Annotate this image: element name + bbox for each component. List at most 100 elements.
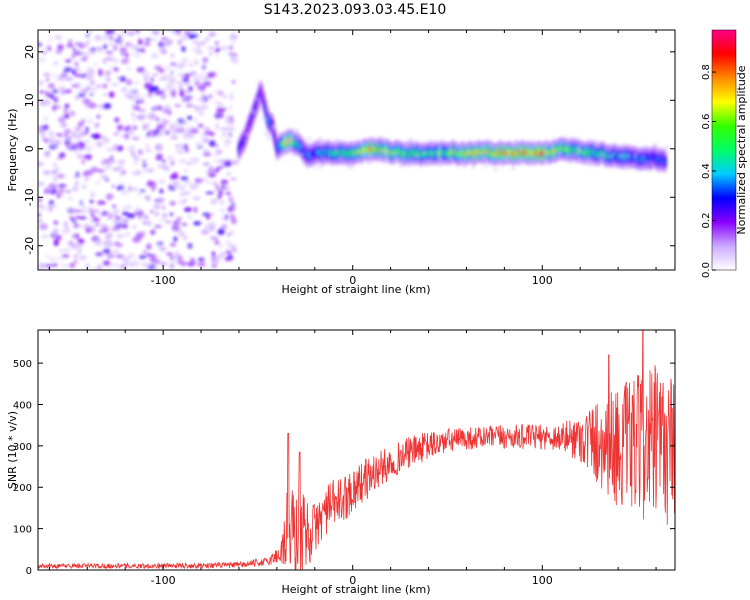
noise-blob — [53, 98, 59, 103]
noise-blob — [225, 119, 235, 126]
noise-blob — [119, 47, 128, 53]
ridge-halo — [594, 143, 599, 147]
noise-blob — [43, 124, 49, 131]
snr-ytick-label: 0 — [26, 566, 32, 577]
noise-blob — [204, 36, 210, 42]
noise-blob — [173, 236, 178, 242]
noise-blob — [82, 53, 90, 57]
noise-blob — [222, 95, 228, 99]
noise-blob — [96, 238, 102, 243]
ridge-halo — [252, 111, 257, 115]
noise-blob — [220, 224, 228, 230]
noise-blob — [96, 115, 101, 119]
noise-blob — [90, 87, 97, 92]
noise-blob — [153, 211, 160, 217]
noise-blob — [193, 206, 197, 214]
noise-blob — [202, 138, 210, 143]
ridge-halo — [317, 137, 322, 141]
snr-ytick-label: 100 — [13, 525, 32, 536]
noise-blob — [211, 251, 216, 258]
noise-blob — [76, 88, 83, 92]
noise-blob — [56, 157, 62, 161]
noise-blob — [174, 224, 180, 231]
noise-blob — [194, 118, 198, 124]
noise-blob — [178, 193, 186, 196]
noise-blob — [65, 59, 72, 63]
noise-blob — [176, 31, 181, 36]
noise-blob — [175, 125, 183, 131]
noise-blob — [116, 75, 120, 79]
noise-blob — [122, 204, 126, 211]
noise-blob — [53, 228, 59, 232]
noise-blob — [216, 103, 225, 107]
noise-blob — [57, 44, 64, 50]
noise-blob — [177, 118, 185, 125]
noise-blob — [115, 254, 124, 259]
noise-blob — [214, 73, 218, 78]
noise-blob — [161, 159, 166, 163]
noise-blob — [175, 150, 184, 154]
noise-blob — [55, 49, 63, 55]
ridge-halo — [406, 141, 411, 144]
ridge-halo — [599, 157, 604, 161]
noise-blob — [64, 225, 69, 229]
noise-blob — [215, 54, 220, 58]
noise-blob — [138, 255, 147, 260]
ridge-halo — [360, 152, 365, 156]
ridge-halo — [294, 128, 299, 132]
noise-blob — [169, 90, 174, 94]
noise-blob — [141, 71, 150, 78]
noise-blob — [214, 240, 220, 245]
noise-blob — [126, 213, 136, 219]
noise-blob — [119, 264, 128, 269]
noise-blob — [63, 108, 68, 112]
noise-blob — [146, 113, 151, 119]
noise-blob — [184, 146, 190, 154]
noise-blob — [157, 32, 164, 35]
spectrogram-ytick-label: 20 — [23, 45, 36, 59]
noise-blob — [74, 181, 79, 186]
noise-blob — [114, 242, 124, 248]
noise-blob — [170, 135, 179, 140]
noise-blob — [178, 158, 187, 164]
noise-blob — [130, 126, 134, 132]
noise-blob — [154, 65, 163, 71]
noise-blob — [75, 145, 83, 149]
ridge-halo — [270, 126, 275, 130]
noise-blob — [143, 168, 150, 173]
noise-blob — [143, 215, 149, 220]
noise-blob — [84, 177, 90, 182]
noise-blob — [41, 234, 49, 239]
noise-blob — [231, 31, 236, 36]
noise-blob — [58, 41, 64, 44]
ridge-halo — [594, 139, 599, 143]
snr-xtick-label: -100 — [151, 574, 176, 587]
ridge-halo — [414, 154, 419, 158]
ridge-halo — [430, 139, 435, 143]
noise-blob — [138, 38, 143, 46]
noise-blob — [94, 35, 102, 41]
noise-blob — [229, 96, 234, 101]
noise-blob — [77, 224, 86, 228]
noise-blob — [65, 190, 72, 193]
ridge-halo — [531, 160, 536, 164]
noise-blob — [224, 144, 230, 148]
noise-blob — [77, 154, 82, 159]
noise-blob — [165, 39, 174, 45]
noise-blob — [182, 134, 190, 140]
noise-blob — [103, 93, 107, 96]
noise-blob — [73, 209, 82, 213]
noise-blob — [58, 249, 64, 253]
noise-blob — [185, 207, 192, 212]
noise-blob — [161, 205, 166, 210]
ridge-halo — [266, 136, 271, 140]
noise-blob — [129, 89, 134, 93]
noise-blob — [48, 206, 53, 212]
snr-xtick-label: 100 — [532, 574, 553, 587]
ridge-halo — [534, 143, 539, 147]
noise-blob — [102, 248, 111, 254]
noise-blob — [98, 46, 103, 53]
noise-blob — [185, 95, 191, 103]
noise-blob — [89, 47, 97, 52]
ridge-halo — [393, 152, 398, 156]
